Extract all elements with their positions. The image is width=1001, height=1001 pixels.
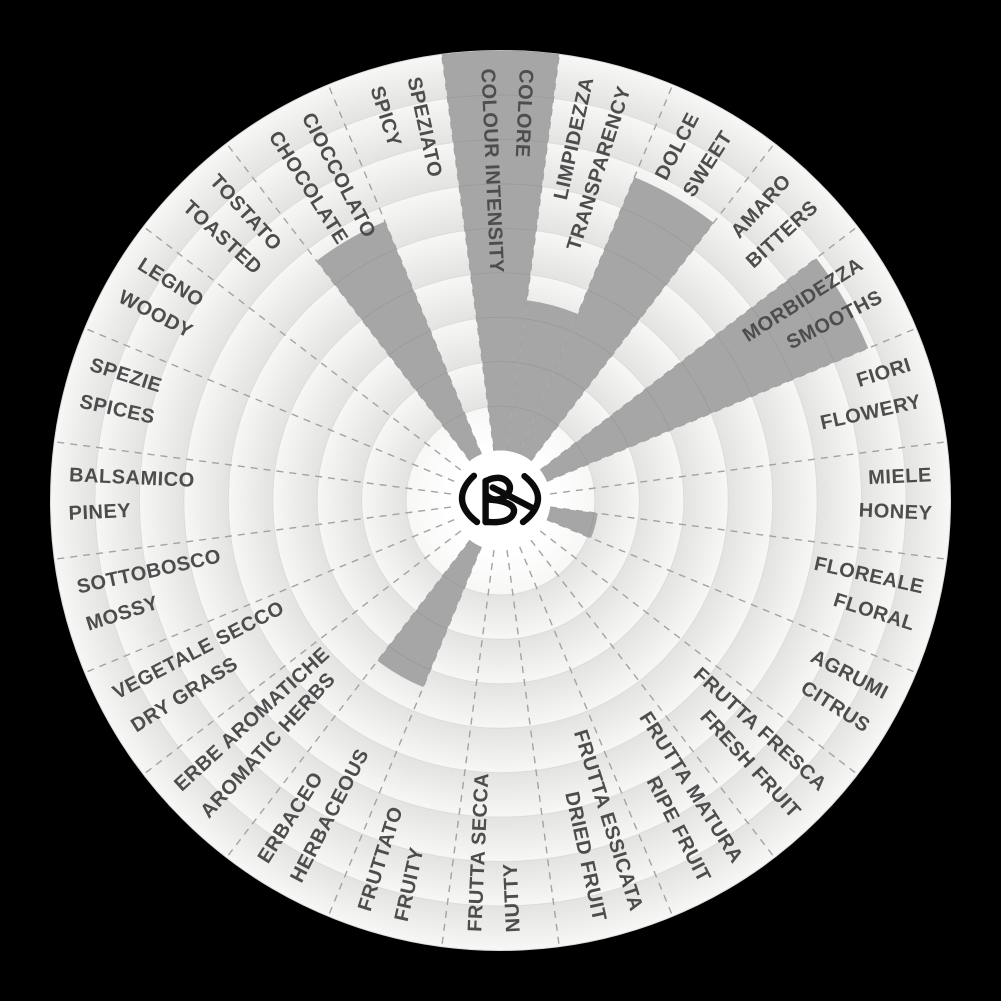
svg-text:MIELE: MIELE xyxy=(868,464,933,489)
svg-text:HONEY: HONEY xyxy=(858,499,933,524)
svg-text:NUTTY: NUTTY xyxy=(500,863,525,933)
svg-text:PINEY: PINEY xyxy=(68,500,132,525)
svg-text:COLORE: COLORE xyxy=(511,69,537,158)
